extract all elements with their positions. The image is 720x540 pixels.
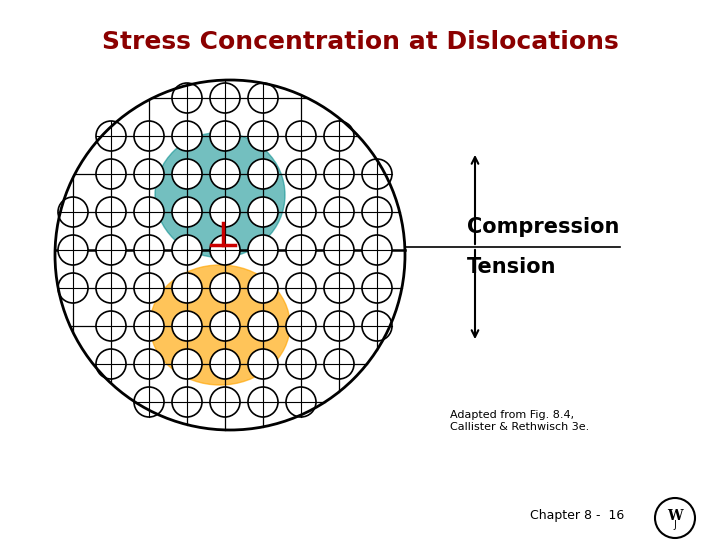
Text: Tension: Tension [467, 257, 557, 277]
Circle shape [96, 197, 126, 227]
Circle shape [172, 121, 202, 151]
Text: Chapter 8 -  16: Chapter 8 - 16 [530, 509, 624, 522]
Circle shape [324, 197, 354, 227]
Circle shape [362, 197, 392, 227]
Circle shape [134, 197, 164, 227]
Text: Stress Concentration at Dislocations: Stress Concentration at Dislocations [102, 30, 618, 54]
Ellipse shape [150, 265, 290, 385]
Circle shape [362, 235, 392, 265]
Circle shape [286, 159, 316, 189]
Circle shape [362, 311, 392, 341]
Circle shape [210, 273, 240, 303]
Circle shape [172, 387, 202, 417]
Circle shape [96, 273, 126, 303]
Circle shape [134, 273, 164, 303]
Circle shape [210, 387, 240, 417]
Circle shape [324, 273, 354, 303]
Circle shape [286, 197, 316, 227]
Circle shape [286, 349, 316, 379]
Circle shape [248, 159, 278, 189]
Circle shape [286, 311, 316, 341]
Circle shape [248, 349, 278, 379]
Circle shape [134, 349, 164, 379]
Text: W: W [667, 509, 683, 523]
Circle shape [172, 197, 202, 227]
Circle shape [210, 121, 240, 151]
Circle shape [248, 273, 278, 303]
Circle shape [210, 83, 240, 113]
Circle shape [134, 311, 164, 341]
Circle shape [96, 121, 126, 151]
Circle shape [210, 197, 240, 227]
Circle shape [248, 121, 278, 151]
Circle shape [134, 121, 164, 151]
Circle shape [134, 159, 164, 189]
Circle shape [172, 349, 202, 379]
Circle shape [324, 349, 354, 379]
Circle shape [286, 273, 316, 303]
Circle shape [286, 387, 316, 417]
Circle shape [324, 159, 354, 189]
Circle shape [96, 235, 126, 265]
Circle shape [324, 121, 354, 151]
Text: Compression: Compression [467, 217, 619, 237]
Circle shape [248, 197, 278, 227]
Circle shape [58, 235, 88, 265]
Circle shape [58, 273, 88, 303]
Circle shape [286, 121, 316, 151]
Circle shape [58, 197, 88, 227]
Circle shape [96, 311, 126, 341]
Circle shape [210, 311, 240, 341]
Circle shape [362, 159, 392, 189]
Circle shape [248, 311, 278, 341]
Circle shape [324, 311, 354, 341]
Circle shape [172, 83, 202, 113]
Circle shape [210, 235, 240, 265]
Circle shape [210, 159, 240, 189]
Circle shape [172, 311, 202, 341]
Circle shape [96, 159, 126, 189]
Circle shape [172, 273, 202, 303]
Circle shape [172, 235, 202, 265]
Circle shape [248, 235, 278, 265]
Circle shape [172, 159, 202, 189]
Circle shape [210, 349, 240, 379]
Circle shape [96, 349, 126, 379]
Circle shape [134, 387, 164, 417]
Circle shape [286, 235, 316, 265]
Circle shape [362, 273, 392, 303]
Text: J: J [674, 520, 676, 530]
Circle shape [134, 235, 164, 265]
Circle shape [248, 387, 278, 417]
Text: Adapted from Fig. 8.4,
Callister & Rethwisch 3e.: Adapted from Fig. 8.4, Callister & Rethw… [450, 410, 589, 431]
Circle shape [324, 235, 354, 265]
Circle shape [248, 83, 278, 113]
Ellipse shape [155, 132, 285, 258]
